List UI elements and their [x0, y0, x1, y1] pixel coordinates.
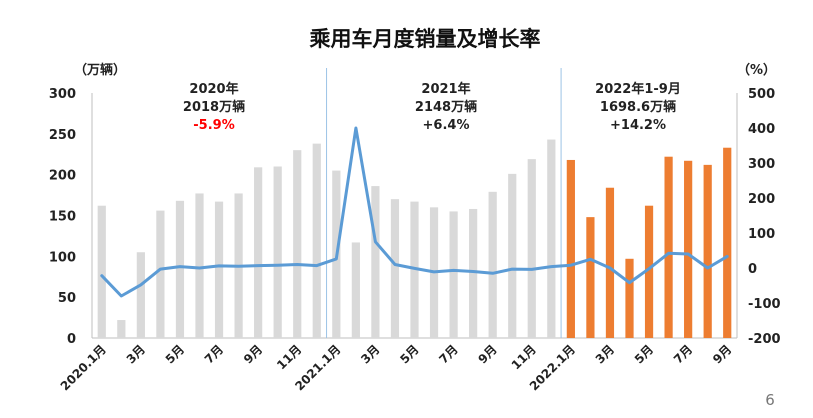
left-tick-4: 200	[49, 169, 76, 184]
annotation-2020-volume: 2018万辆	[183, 99, 245, 115]
x-tick-2: 3月	[124, 342, 148, 366]
bar-13	[351, 242, 360, 338]
right-tick-0: -200	[748, 332, 781, 347]
right-tick-4: 200	[748, 192, 775, 207]
bar-2	[136, 252, 145, 338]
x-tick-26: 3月	[593, 342, 617, 366]
bar-3	[156, 210, 165, 338]
bar-20	[488, 191, 497, 338]
x-tick-22: 11月	[509, 342, 539, 372]
x-tick-20: 9月	[476, 342, 500, 366]
annotation-2020-growth: -5.9%	[193, 118, 234, 133]
annotation-2022: 2022年1-9月 1698.6万辆 +14.2%	[595, 81, 681, 133]
x-tick-6: 7月	[202, 342, 226, 366]
bar-series	[97, 139, 732, 338]
page-number: 6	[765, 391, 775, 409]
bar-9	[273, 166, 282, 338]
bar-32	[723, 147, 732, 338]
annotation-2021: 2021年 2148万辆 +6.4%	[415, 81, 477, 133]
x-tick-0: 2020.1月	[58, 342, 109, 393]
left-tick-1: 50	[58, 291, 76, 306]
bar-10	[293, 150, 302, 338]
bar-22	[527, 159, 536, 338]
bar-28	[644, 205, 654, 338]
annotation-2020: 2020年 2018万辆 -5.9%	[183, 81, 245, 133]
line-series	[100, 126, 729, 298]
left-tick-3: 150	[49, 210, 76, 225]
bar-31	[703, 164, 712, 338]
bar-23	[547, 139, 556, 338]
left-tick-2: 100	[49, 250, 76, 265]
x-tick-10: 11月	[274, 342, 304, 372]
annotation-2021-year: 2021年	[421, 81, 470, 97]
left-tick-5: 250	[49, 128, 76, 143]
bar-4	[175, 200, 185, 338]
bar-11	[312, 143, 321, 338]
x-tick-28: 5月	[632, 342, 656, 366]
bar-8	[254, 167, 263, 338]
growth-rate-line	[100, 126, 729, 298]
x-tick-8: 9月	[241, 342, 265, 366]
x-tick-14: 3月	[358, 342, 382, 366]
right-tick-6: 400	[748, 122, 775, 137]
left-tick-0: 0	[67, 332, 76, 347]
bar-1	[117, 320, 126, 338]
annotation-2022-year: 2022年1-9月	[595, 81, 681, 97]
bar-29	[664, 156, 673, 338]
annotation-2022-volume: 1698.6万辆	[600, 99, 676, 115]
bar-0	[97, 205, 106, 338]
bar-27	[625, 258, 634, 338]
bar-14	[371, 186, 380, 338]
right-tick-5: 300	[748, 157, 775, 172]
annotation-2021-volume: 2148万辆	[415, 99, 477, 115]
bar-30	[684, 160, 693, 338]
right-tick-2: 0	[748, 262, 757, 277]
chart-title: 乘用车月度销量及增长率	[309, 27, 541, 51]
right-axis-unit: （%）	[737, 62, 776, 78]
right-tick-7: 500	[748, 87, 775, 102]
left-axis-ticks: 0 50 100 150 200 250 300	[49, 87, 76, 347]
annotation-2020-year: 2020年	[189, 81, 238, 97]
x-tick-4: 5月	[163, 342, 187, 366]
bar-6	[214, 201, 224, 338]
annotation-2021-growth: +6.4%	[423, 118, 470, 133]
bar-19	[469, 208, 478, 338]
x-tick-18: 7月	[436, 342, 460, 366]
right-tick-1: -100	[748, 297, 781, 312]
annotation-2022-growth: +14.2%	[610, 118, 666, 133]
bar-21	[508, 173, 517, 338]
x-tick-16: 5月	[397, 342, 421, 366]
bar-5	[195, 193, 204, 338]
bar-18	[449, 211, 458, 338]
bar-15	[390, 199, 400, 338]
x-tick-30: 7月	[671, 342, 695, 366]
left-axis-unit: （万辆）	[74, 62, 126, 78]
right-axis-ticks: -200 -100 0 100 200 300 400 500	[748, 87, 781, 347]
x-tick-32: 9月	[710, 342, 734, 366]
bar-26	[605, 187, 615, 338]
left-tick-6: 300	[49, 87, 76, 102]
bar-24	[566, 159, 575, 338]
bar-25	[586, 217, 595, 338]
right-tick-3: 100	[748, 227, 775, 242]
